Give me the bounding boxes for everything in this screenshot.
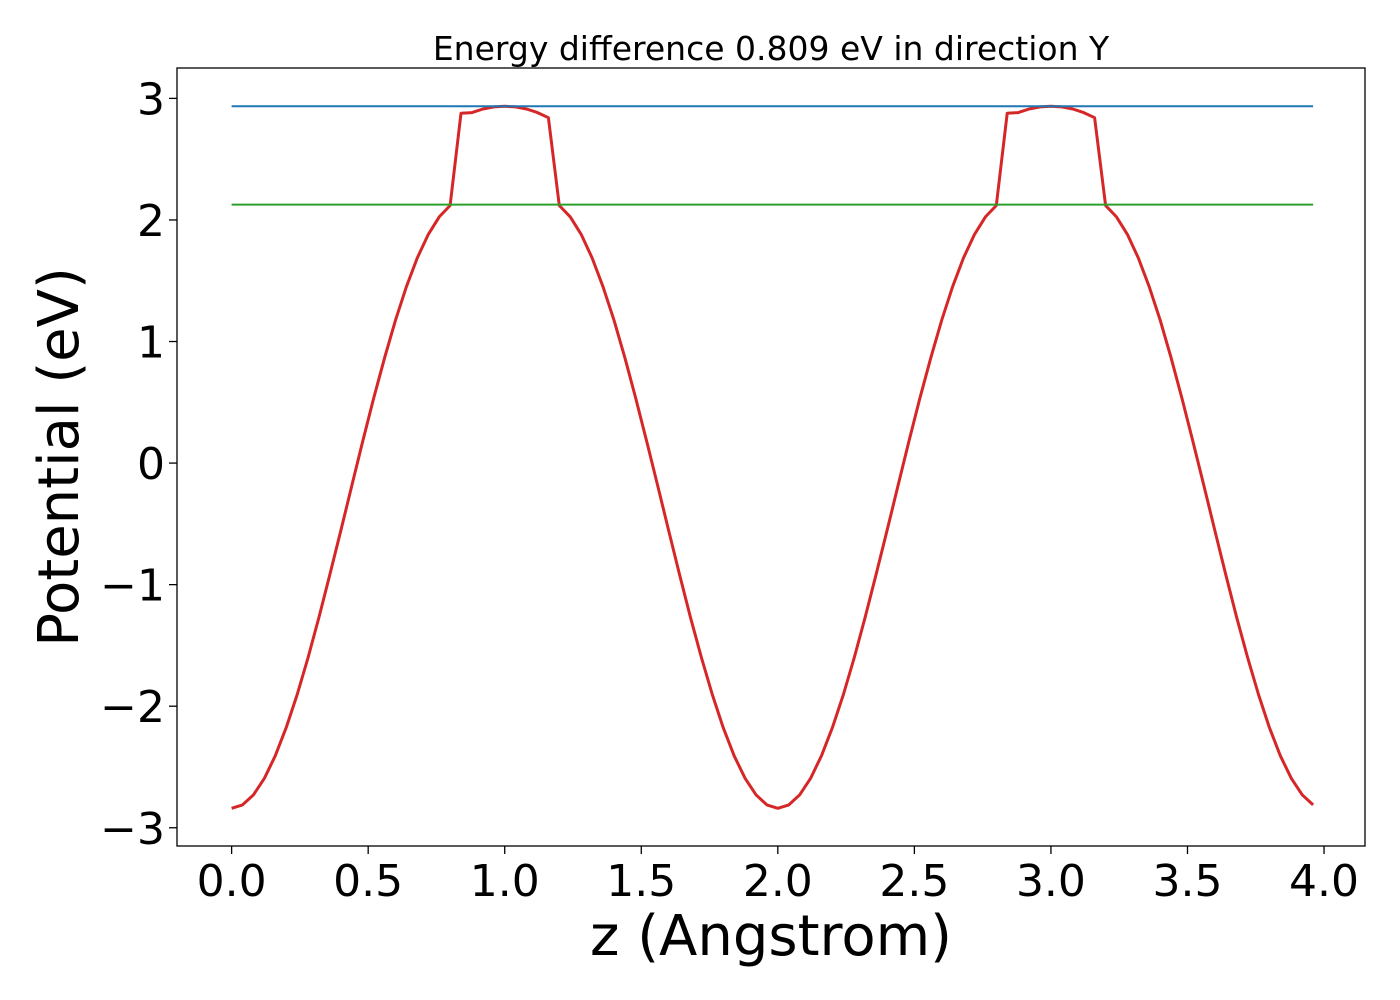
y-tick-label: −2 (100, 682, 165, 733)
x-tick-label: 0.5 (333, 856, 403, 907)
y-tick-label: −3 (100, 804, 165, 855)
x-tick-label: 3.0 (1016, 856, 1086, 907)
plot-frame (176, 67, 1366, 847)
y-tick-label: −1 (100, 561, 165, 612)
x-tick-label: 3.5 (1152, 856, 1222, 907)
x-tick-label: 0.0 (197, 856, 267, 907)
y-axis-label: Potential (eV) (27, 267, 92, 647)
x-tick-label: 1.5 (606, 856, 676, 907)
y-tick-label: 2 (137, 196, 165, 247)
x-axis-label: z (Angstrom) (590, 904, 952, 969)
chart-title: Energy difference 0.809 eV in direction … (433, 29, 1110, 68)
x-tick-label: 2.0 (743, 856, 813, 907)
y-tick-label: 3 (137, 74, 165, 125)
plot-area (231, 104, 1315, 810)
x-tick-label: 4.0 (1289, 856, 1359, 907)
y-axis: −3 −2 −1 0 1 2 3 (100, 74, 177, 855)
x-axis: 0.0 0.5 1.0 1.5 2.0 2.5 3.0 3.5 4.0 (197, 846, 1359, 907)
x-tick-label: 2.5 (879, 856, 949, 907)
series-line-0 (231, 104, 1315, 810)
x-tick-label: 1.0 (470, 856, 540, 907)
y-tick-label: 1 (137, 318, 165, 369)
y-tick-label: 0 (137, 439, 165, 490)
